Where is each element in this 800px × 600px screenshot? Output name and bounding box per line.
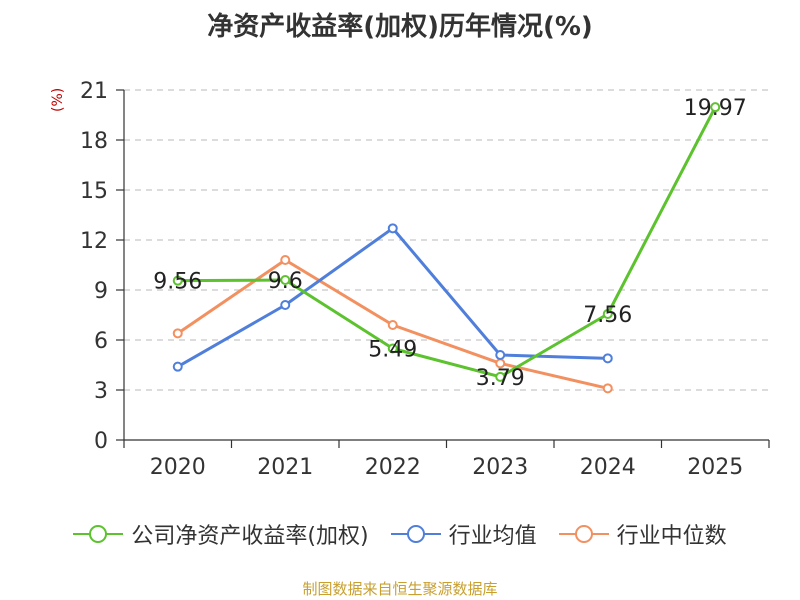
y-tick-label: 12 (80, 229, 108, 254)
x-tick-label: 2021 (257, 455, 313, 480)
legend-marker-company-icon (73, 525, 124, 543)
data-point (495, 371, 506, 382)
x-tick-label: 2022 (365, 455, 421, 480)
x-tick-label: 2024 (580, 455, 636, 480)
data-point (710, 102, 721, 113)
data-label: 9.6 (268, 269, 303, 294)
x-tick-label: 2023 (472, 455, 528, 480)
data-label: 9.56 (153, 270, 202, 295)
legend-marker-industry-mean-icon (390, 525, 441, 543)
data-point (280, 255, 291, 265)
legend-label-industry-mean: 行业均值 (448, 524, 537, 549)
data-label: 19.97 (684, 96, 747, 121)
x-tick-label: 2020 (150, 455, 206, 480)
legend: 公司净资产收益率(加权) 行业均值 行业中位数 (0, 518, 800, 550)
data-label: 7.56 (583, 303, 632, 328)
data-point (172, 328, 183, 339)
legend-label-industry-median: 行业中位数 (616, 524, 727, 549)
data-label: 5.49 (368, 338, 417, 363)
axes: 0 3 6 9 12 15 18 21 2020 2021 2022 2023 2024 2025 (80, 79, 770, 480)
data-point (602, 383, 613, 394)
data-point (280, 275, 291, 285)
legend-marker-industry-median-icon (558, 525, 609, 543)
y-tick-label: 9 (94, 279, 108, 304)
data-point (387, 343, 398, 354)
y-tick-label: 0 (94, 429, 108, 454)
data-point (387, 223, 398, 234)
data-labels: 9.56 9.6 5.49 3.79 7.56 19.97 (153, 96, 746, 391)
series-points (172, 102, 721, 394)
y-tick-label: 6 (94, 329, 108, 354)
series-lines (176, 106, 717, 390)
y-tick-label: 18 (80, 129, 108, 154)
y-tick-label: 15 (80, 179, 108, 204)
data-point (387, 320, 398, 330)
chart-title: 净资产收益率(加权)历年情况(%) (207, 12, 593, 42)
legend-item-industry-median[interactable]: 行业中位数 (558, 518, 727, 550)
data-label: 3.79 (476, 366, 525, 391)
data-point (602, 353, 613, 364)
legend-label-company: 公司净资产收益率(加权) (131, 524, 369, 549)
x-tick-label: 2025 (687, 455, 743, 480)
y-tick-label: 21 (80, 79, 108, 104)
data-point (280, 300, 291, 310)
legend-item-company[interactable]: 公司净资产收益率(加权) (73, 518, 369, 550)
data-point (172, 275, 183, 286)
line-chart: 0 3 6 9 12 15 18 21 2020 2021 2022 2023 2024 2025 9.5… (80, 79, 770, 480)
data-point (172, 361, 183, 372)
series-line (177, 106, 717, 379)
data-point (602, 309, 613, 319)
data-point (495, 350, 506, 360)
y-tick-label: 3 (94, 379, 108, 404)
legend-item-industry-mean[interactable]: 行业均值 (390, 518, 537, 550)
data-source-note: 制图数据来自恒生聚源数据库 (302, 580, 498, 598)
